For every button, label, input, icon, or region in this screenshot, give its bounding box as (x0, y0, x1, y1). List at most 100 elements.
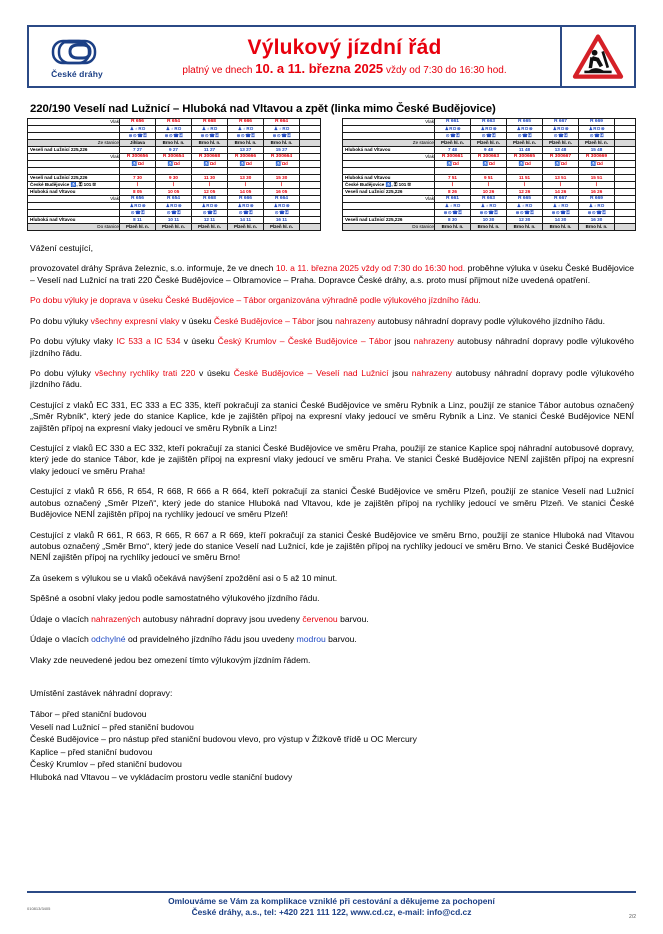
spacer-cell (299, 132, 321, 140)
train-symbols-2: ⊜ ⊙ ☎ ⚿ (506, 209, 543, 217)
train-symbols-2: ⊙ ☎ ⚿ (263, 209, 300, 217)
table-row: Hluboká nad Vltavou 7 51 9 51 11 51 13 5… (342, 174, 636, 182)
destination-station: Plzeň hl. n. (119, 223, 156, 231)
train-number: R 661 (434, 118, 471, 126)
text-a: Údaje o vlacích (30, 613, 92, 624)
text-b: v úseku (195, 367, 234, 378)
bus-departure-time: 9 30 (155, 174, 192, 182)
salutation: Vážení cestující, (30, 243, 94, 253)
train-symbols: ♟ ♁ R D (191, 125, 228, 133)
origin-station: Plzeň hl. n. (542, 139, 579, 147)
train-symbols-2: ⊜ ⊙ ☎ ⚿ (578, 209, 615, 217)
spacer-cell (614, 118, 636, 126)
bus-symbols: ♿ Ὠd (506, 160, 543, 168)
bus-departure-time: 11 30 (191, 174, 228, 182)
paragraph-express-replaced: Po dobu výluky všechny expresní vlaky v … (30, 316, 634, 327)
text-highlight: odchylné (91, 634, 126, 645)
origin-station: Jihlava (119, 139, 156, 147)
train-symbols-2: ⊜ ⊙ ☎ ⚿ (155, 132, 192, 140)
origin-station: Brno hl. n. (155, 139, 192, 147)
text-a: Údaje o vlacích (30, 634, 92, 645)
train-number: R 669 (578, 118, 615, 126)
spacer-cell (614, 223, 636, 231)
train-symbols: ♟ ♁ R D (434, 202, 471, 210)
table-row: ⊜ ⊙ ☎ ⚿ ⊜ ⊙ ☎ ⚿ ⊜ ⊙ ☎ ⚿ ⊜ ⊙ ☎ ⚿ ⊜ ⊙ ☎ ⚿ (27, 132, 321, 140)
train-symbols-2: ⊜ ⊙ ☎ ⚿ (191, 132, 228, 140)
text-highlight: všechny rychlíky trati 220 (94, 367, 196, 378)
destination-station: Brno hl. n. (434, 223, 471, 231)
table-row: Vlak R 300661 R 300663 R 300665 R 300667… (342, 153, 636, 161)
footer-divider (27, 891, 636, 893)
ceske-drahy-logo: České dráhy (29, 27, 125, 86)
train-symbols-2: ⊙ ☎ ⚿ (506, 132, 543, 140)
table-row: ♟ R D ⊜ ♟ R D ⊜ ♟ R D ⊜ ♟ R D ⊜ ♟ R D ⊜ (27, 202, 321, 210)
train-symbols-2: ⊙ ☎ ⚿ (434, 132, 471, 140)
text-b: v úseku (180, 336, 218, 347)
train-number: R 666 (227, 118, 264, 126)
bus-number: R 300667 (542, 153, 579, 161)
train-number: R 668 (191, 195, 228, 203)
table-row: Ze stanice Plzeň hl. n. Plzeň hl. n. Plz… (342, 139, 636, 147)
spacer-cell (614, 181, 636, 189)
intro-paragraph: provozovatel dráhy Správa železnic, s.o.… (30, 263, 634, 286)
paragraph-unlisted-trains: Vlaky zde neuvedené jedou bez omezení tí… (30, 654, 311, 665)
train-number: R 666 (227, 195, 264, 203)
intro-part-2: proběhne výluka v úseku České Budějovice… (30, 263, 634, 285)
departure-time: 10 11 (155, 216, 192, 224)
text-b: od pravidelného jízdního řádu jsou uvede… (125, 634, 297, 645)
timetable-right: Vlak R 661 R 663 R 665 R 667 R 669 ♟ R D… (342, 118, 636, 231)
table-row: Vlak R 300656 R 300654 R 300668 R 300666… (27, 153, 321, 161)
table-row: České Budějovice ♿, ⚿ 101 ✉ ⌇ ⌇ ⌇ ⌇ ⌇ (342, 181, 636, 189)
logo-wordmark: České dráhy (51, 68, 103, 79)
empty-label (27, 209, 120, 217)
bus-number: R 300665 (506, 153, 543, 161)
validity-dates: 10. a 11. března 2025 (255, 60, 384, 76)
spacer-cell (614, 174, 636, 182)
text-d: autobusy náhradní dopravy podle výlukové… (30, 336, 634, 358)
departure-time: 11 27 (191, 146, 228, 154)
list-item: Veselí nad Lužnicí – před staniční budov… (30, 721, 194, 732)
spacer-cell (614, 195, 636, 203)
origin-station: Brno hl. n. (263, 139, 300, 147)
through-marker: ⌇ (470, 181, 507, 189)
spacer-cell (506, 167, 543, 175)
station-name: Veselí nad Lužnicí 225,226 (27, 174, 120, 182)
table-row: Vlak R 661 R 663 R 665 R 667 R 669 (342, 118, 636, 126)
text-a: Po dobu výluky (30, 315, 91, 326)
train-number: R 656 (119, 118, 156, 126)
spacer-cell (299, 139, 321, 147)
train-number: R 667 (542, 118, 579, 126)
spacer-cell (614, 216, 636, 224)
train-symbols-2: ⊜ ⊙ ☎ ⚿ (263, 132, 300, 140)
paragraph-r661: Cestující z vlaků R 661, R 663, R 665, R… (30, 529, 634, 563)
validity-line: platný ve dnech 10. a 11. března 2025 vž… (182, 60, 506, 76)
table-row: ⊙ ☎ ⚿ ⊙ ☎ ⚿ ⊙ ☎ ⚿ ⊙ ☎ ⚿ ⊙ ☎ ⚿ (342, 132, 636, 140)
paragraph-r656: Cestující z vlaků R 656, R 654, R 668, R… (30, 486, 634, 520)
bus-departure-time: 15 51 (578, 174, 615, 182)
bus-symbols: ♿ Ὠd (578, 160, 615, 168)
destination-station: Plzeň hl. n. (227, 223, 264, 231)
through-marker: ⌇ (155, 181, 192, 189)
departure-time: 8 30 (434, 216, 471, 224)
text-highlight: České Budějovice – Tábor (213, 315, 315, 326)
spacer-cell (614, 125, 636, 133)
paragraph-fast-trains-replaced: Po dobu výluky všechny rychlíky trati 22… (30, 368, 634, 391)
bus-arrival-time: 12 26 (506, 188, 543, 196)
train-symbols: ♟ R D ⊜ (263, 202, 300, 210)
train-symbols: ♟ R D ⊜ (227, 202, 264, 210)
empty-label (342, 202, 435, 210)
bus-arrival-time: 14 26 (542, 188, 579, 196)
spacer-cell (299, 202, 321, 210)
bus-symbols: ♿ Ὠd (542, 160, 579, 168)
empty-label (342, 125, 435, 133)
bus-arrival-time: 16 26 (578, 188, 615, 196)
departure-time: 16 11 (263, 216, 300, 224)
departure-time: 12 30 (506, 216, 543, 224)
departure-time: 10 30 (470, 216, 507, 224)
departure-time: 9 27 (155, 146, 192, 154)
spacer-cell (578, 167, 615, 175)
table-row: Vlak R 656 R 654 R 668 R 666 R 664 (27, 195, 321, 203)
station-name: České Budějovice ♿, ⚿ 101 ✉ (27, 181, 120, 189)
bus-symbols: ♿ Ὠd (191, 160, 228, 168)
through-marker: ⌇ (578, 181, 615, 189)
